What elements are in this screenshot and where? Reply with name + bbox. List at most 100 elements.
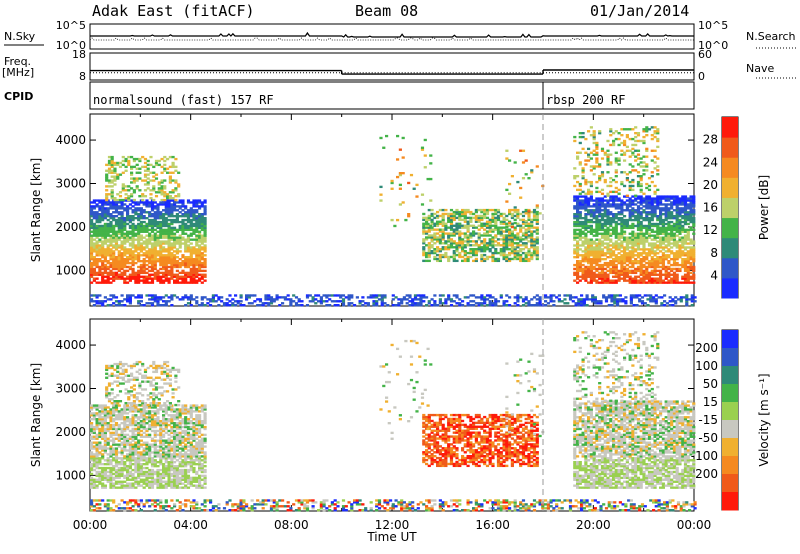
echo-cell bbox=[150, 226, 155, 230]
echo-cell bbox=[584, 178, 588, 182]
echo-cell bbox=[519, 186, 523, 190]
echo-cell bbox=[109, 234, 113, 237]
echo-cell bbox=[167, 258, 171, 261]
echo-cell bbox=[173, 244, 177, 247]
echo-cell bbox=[178, 275, 182, 278]
echo-cell bbox=[174, 198, 178, 202]
echo-cell bbox=[679, 298, 683, 301]
echo-cell bbox=[578, 211, 582, 214]
echo-cell bbox=[675, 228, 679, 232]
echo-cell bbox=[587, 265, 591, 269]
echo-cell bbox=[642, 246, 646, 249]
echo-cell bbox=[692, 256, 696, 259]
echo-cell bbox=[494, 224, 498, 227]
echo-cell bbox=[154, 191, 159, 194]
echo-cell bbox=[141, 193, 145, 196]
echo-cell bbox=[667, 256, 671, 259]
echo-cell bbox=[401, 201, 405, 204]
echo-cell bbox=[516, 250, 520, 253]
echo-cell bbox=[527, 253, 531, 257]
echo-cell bbox=[681, 240, 685, 243]
echo-cell bbox=[203, 213, 207, 216]
echo-cell bbox=[95, 220, 99, 224]
echo-cell bbox=[675, 267, 679, 271]
echo-cell bbox=[631, 263, 635, 267]
echo-cell bbox=[581, 258, 585, 261]
echo-cell bbox=[449, 300, 454, 303]
echo-cell bbox=[576, 188, 580, 192]
echo-cell bbox=[609, 250, 613, 253]
echo-cell bbox=[485, 210, 490, 214]
echo-cell bbox=[589, 211, 593, 214]
echo-cell bbox=[192, 261, 196, 265]
echo-cell bbox=[433, 294, 437, 297]
echo-cell bbox=[184, 261, 188, 265]
velocity-colorbar-label: -50 bbox=[698, 431, 718, 445]
echo-cell bbox=[90, 240, 94, 243]
echo-cell bbox=[530, 224, 534, 227]
echo-cell bbox=[530, 222, 534, 225]
echo-cell bbox=[577, 298, 581, 301]
echo-cell bbox=[452, 214, 456, 218]
echo-cell bbox=[131, 244, 135, 247]
echo-cell bbox=[645, 201, 649, 204]
echo-cell bbox=[130, 165, 134, 169]
echo-cell bbox=[631, 213, 635, 216]
echo-cell bbox=[549, 294, 553, 297]
echo-cell bbox=[595, 145, 599, 149]
echo-cell bbox=[145, 244, 149, 247]
echo-cell bbox=[584, 207, 588, 210]
echo-cell bbox=[160, 187, 164, 190]
echo-cell bbox=[653, 250, 657, 253]
echo-cell bbox=[153, 240, 157, 243]
echo-cell bbox=[123, 232, 127, 235]
echo-cell bbox=[678, 232, 682, 235]
echo-cell bbox=[154, 161, 159, 165]
echo-cell bbox=[469, 255, 473, 259]
echo-cell bbox=[652, 296, 656, 299]
echo-cell bbox=[123, 228, 127, 232]
echo-cell bbox=[131, 242, 135, 245]
echo-cell bbox=[189, 224, 193, 228]
echo-cell bbox=[150, 220, 155, 224]
echo-cell bbox=[148, 250, 152, 253]
echo-cell bbox=[106, 275, 110, 278]
echo-cell bbox=[485, 255, 490, 259]
echo-cell bbox=[510, 234, 514, 237]
echo-cell bbox=[480, 218, 484, 222]
echo-cell bbox=[505, 248, 509, 251]
echo-cell bbox=[625, 209, 629, 212]
echo-cell bbox=[114, 215, 119, 218]
echo-cell bbox=[592, 134, 596, 137]
echo-cell bbox=[455, 248, 459, 251]
echo-cell bbox=[128, 277, 132, 280]
echo-cell bbox=[686, 222, 690, 226]
echo-cell bbox=[532, 242, 537, 245]
echo-cell bbox=[678, 240, 682, 243]
echo-cell bbox=[510, 246, 514, 249]
echo-cell bbox=[510, 212, 514, 216]
echo-cell bbox=[139, 201, 143, 204]
power-colorbar-label: 28 bbox=[703, 133, 718, 147]
echo-cell bbox=[620, 232, 624, 235]
echo-cell bbox=[595, 248, 599, 251]
echo-cell bbox=[449, 222, 454, 225]
echo-cell bbox=[519, 296, 523, 299]
echo-cell bbox=[149, 171, 153, 174]
echo-cell bbox=[664, 217, 668, 220]
echo-cell bbox=[612, 269, 616, 273]
echo-cell bbox=[167, 261, 171, 265]
echo-cell bbox=[563, 302, 567, 305]
echo-cell bbox=[606, 246, 610, 249]
echo-cell bbox=[109, 269, 113, 273]
echo-cell bbox=[217, 304, 221, 307]
echo-cell bbox=[510, 248, 514, 251]
echo-cell bbox=[472, 304, 476, 307]
echo-cell bbox=[483, 246, 487, 249]
echo-cell bbox=[620, 250, 624, 253]
echo-cell bbox=[113, 167, 117, 170]
echo-cell bbox=[438, 257, 442, 261]
echo-cell bbox=[689, 265, 693, 269]
echo-cell bbox=[145, 260, 149, 263]
echo-cell bbox=[173, 228, 177, 232]
